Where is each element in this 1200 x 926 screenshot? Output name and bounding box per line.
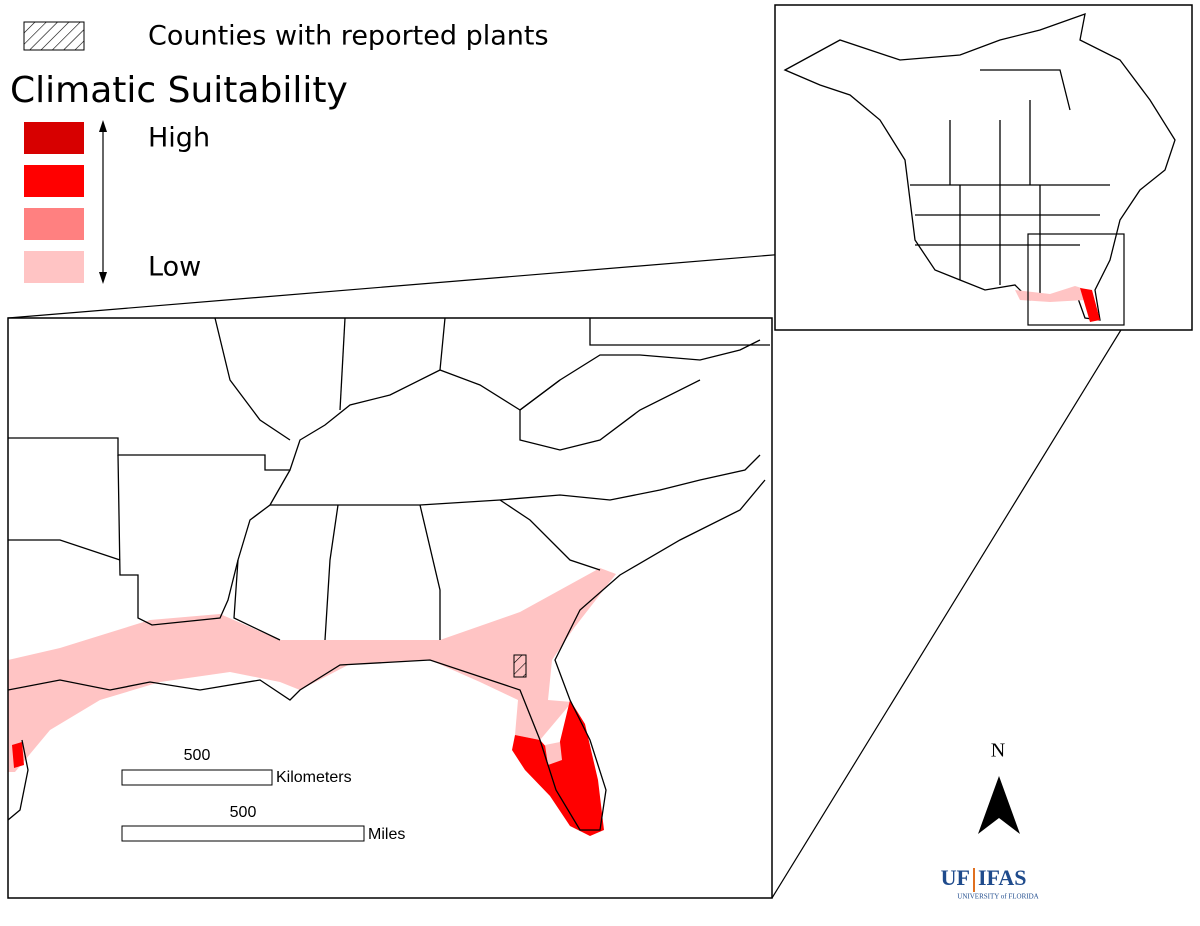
- reported-county: [513, 654, 527, 678]
- north-label: N: [991, 740, 1005, 762]
- high-suitability-area: [512, 700, 604, 836]
- scale-bar-mi: [121, 825, 365, 842]
- logo-ifas: IFAS: [978, 865, 1027, 890]
- inset-high-area: [1080, 288, 1100, 322]
- legend-hatch-label: Counties with reported plants: [148, 21, 549, 52]
- legend-arrow-head: [99, 272, 107, 284]
- logo-university: UNIVERSITY of FLORIDA: [957, 893, 1038, 901]
- scale-value: 500: [230, 804, 257, 821]
- scale-unit: Miles: [368, 826, 405, 843]
- inset-map: [774, 4, 1193, 331]
- legend-swatch: [24, 165, 84, 197]
- main-map-frame: [7, 317, 773, 899]
- state-boundaries: [8, 318, 770, 831]
- low-suitability-area: [8, 568, 616, 772]
- high-suitability-area: [12, 742, 24, 768]
- legend-high: High: [148, 123, 210, 154]
- legend-swatches: [24, 122, 84, 283]
- north-arrow: [999, 776, 1020, 834]
- inset-boundaries: [783, 13, 1176, 321]
- logo-uf: UF: [941, 865, 970, 890]
- scale-value: 500: [184, 747, 211, 764]
- zoom-line: [771, 324, 1125, 899]
- inset-low-area: [1015, 286, 1088, 302]
- legend-swatch: [24, 122, 84, 154]
- hatch-swatch: [23, 21, 85, 51]
- scale-bar-km: [121, 769, 273, 786]
- low-suitability-area: [545, 742, 562, 765]
- main-map: [8, 318, 772, 898]
- legend-arrow-head: [99, 120, 107, 132]
- legend-swatch: [24, 208, 84, 240]
- legend-low: Low: [148, 252, 201, 283]
- legend-title: Climatic Suitability: [10, 70, 348, 111]
- inset-extent-box: [1027, 233, 1125, 326]
- scale-unit: Kilometers: [276, 769, 352, 786]
- north-arrow: [978, 776, 999, 834]
- legend-swatch: [24, 251, 84, 283]
